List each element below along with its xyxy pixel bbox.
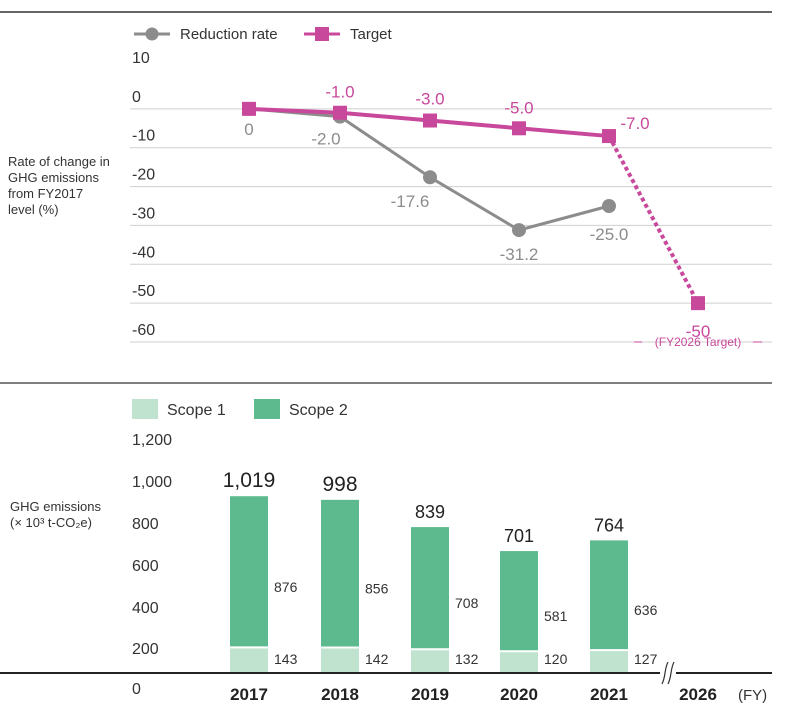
bar-scope2-segment bbox=[230, 496, 268, 648]
bar-scope2-segment bbox=[321, 499, 359, 648]
bar-total-label: 764 bbox=[594, 515, 624, 535]
bar-y-tick-label: 1,200 bbox=[132, 432, 172, 449]
bar-scope2-value-label: 708 bbox=[455, 595, 479, 611]
target-data-label: -1.0 bbox=[325, 83, 354, 102]
axis-break-mark bbox=[667, 661, 675, 685]
bar-y-tick-label: 600 bbox=[132, 558, 159, 575]
target-point bbox=[512, 121, 526, 136]
bar-x-tick-label: 2017 bbox=[230, 685, 268, 704]
line-y-tick-label: 10 bbox=[132, 50, 150, 67]
bar-x-tick-label: 2026 bbox=[679, 685, 717, 704]
reduction-rate-data-label: -25.0 bbox=[590, 225, 629, 244]
bar-chart-legend: Scope 1 Scope 2 bbox=[132, 399, 348, 419]
legend-target-marker bbox=[315, 27, 329, 41]
line-y-tick-label: -50 bbox=[132, 283, 155, 300]
bar-scope1-value-label: 127 bbox=[634, 651, 658, 667]
target-point bbox=[691, 296, 705, 311]
bar-total-label: 701 bbox=[504, 526, 534, 546]
bar-x-tick-label: 2018 bbox=[321, 685, 359, 704]
line-chart-legend: Reduction rate Target bbox=[134, 26, 393, 43]
reduction-rate-data-label: -17.6 bbox=[391, 192, 430, 211]
target-data-label: -50 bbox=[686, 322, 711, 341]
bar-y-axis-label: (× 10³ t-CO₂e) bbox=[10, 515, 92, 530]
bar-scope1-value-label: 132 bbox=[455, 651, 479, 667]
reduction-rate-point bbox=[512, 223, 526, 238]
bar-scope1-segment bbox=[321, 647, 359, 672]
bar-scope1-segment bbox=[590, 650, 628, 672]
bar-y-axis-label: GHG emissions bbox=[10, 499, 102, 514]
bar-scope1-value-label: 120 bbox=[544, 651, 568, 667]
bar-chart-bars bbox=[230, 496, 628, 672]
bar-y-tick-label: 200 bbox=[132, 641, 159, 658]
target-point bbox=[602, 129, 616, 144]
bar-x-tick-label: 2019 bbox=[411, 685, 449, 704]
bar-chart-y-label: GHG emissions(× 10³ t-CO₂e) bbox=[10, 499, 102, 530]
bar-total-label: 998 bbox=[322, 473, 357, 496]
bar-total-label: 1,019 bbox=[223, 469, 276, 492]
legend-scope1-swatch bbox=[132, 399, 158, 419]
reduction-rate-data-label: 0 bbox=[244, 120, 253, 139]
line-y-axis-label: from FY2017 bbox=[8, 186, 83, 201]
bar-chart-y-ticks: 1,200 1,000 800 600 400 200 0 bbox=[132, 432, 172, 698]
legend-scope2-swatch bbox=[254, 399, 280, 419]
legend-target-label: Target bbox=[350, 26, 393, 43]
bar-x-tick-label: 2021 bbox=[590, 685, 628, 704]
legend-scope1-label: Scope 1 bbox=[167, 402, 226, 419]
line-chart-data-labels: 0 -2.0 -17.6 -31.2 -25.0 -1.0 -3.0 -5.0 -7.0 -50(… bbox=[244, 83, 762, 349]
reduction-rate-point bbox=[602, 199, 616, 213]
line-y-tick-label: -60 bbox=[132, 322, 155, 339]
axis-break-gap bbox=[660, 664, 676, 682]
bar-scope1-segment bbox=[500, 651, 538, 672]
bar-scope2-value-label: 581 bbox=[544, 608, 568, 624]
bar-total-label: 839 bbox=[415, 502, 445, 522]
legend-reduction-rate-marker bbox=[145, 27, 159, 41]
line-y-tick-label: -40 bbox=[132, 244, 155, 261]
bar-scope2-segment bbox=[411, 527, 449, 650]
line-chart-y-ticks: 10 0 -10 -20 -30 -40 -50 -60 bbox=[132, 50, 155, 339]
bar-scope1-value-label: 142 bbox=[365, 651, 389, 667]
bar-y-tick-label: 400 bbox=[132, 600, 159, 617]
bar-scope2-value-label: 636 bbox=[634, 602, 658, 618]
bar-y-tick-label: 1,000 bbox=[132, 474, 172, 491]
legend-reduction-rate-label: Reduction rate bbox=[180, 26, 278, 43]
line-y-axis-label: level (%) bbox=[8, 202, 59, 217]
line-y-axis-label: Rate of change in bbox=[8, 154, 110, 169]
legend-scope2-label: Scope 2 bbox=[289, 402, 348, 419]
fy2026-target-annotation: (FY2026 Target) bbox=[655, 335, 742, 349]
target-data-label: -7.0 bbox=[620, 114, 649, 133]
bar-scope2-value-label: 876 bbox=[274, 579, 298, 595]
bar-scope2-value-label: 856 bbox=[365, 581, 389, 597]
line-y-tick-label: -10 bbox=[132, 128, 155, 145]
bar-chart-x-axis: 2017 2018 2019 2020 2021 2026 (FY) bbox=[0, 661, 772, 704]
target-data-label: -3.0 bbox=[415, 90, 444, 109]
bar-scope2-segment bbox=[500, 551, 538, 652]
target-point bbox=[423, 113, 437, 128]
bar-scope1-segment bbox=[411, 649, 449, 672]
reduction-rate-point bbox=[423, 170, 437, 185]
target-point bbox=[242, 101, 256, 116]
bar-x-axis-unit: (FY) bbox=[738, 687, 767, 704]
target-data-label: -5.0 bbox=[504, 98, 533, 117]
bar-chart-data-labels: 876 143 1,019 856 142 998 708 132 839 581 120 701 63… bbox=[223, 469, 658, 667]
line-y-axis-label: GHG emissions bbox=[8, 170, 100, 185]
line-chart-series bbox=[242, 101, 705, 311]
axis-break-mark bbox=[661, 661, 669, 685]
target-line-projection bbox=[607, 135, 700, 305]
line-y-tick-label: -30 bbox=[132, 205, 155, 222]
bar-y-tick-label: 800 bbox=[132, 516, 159, 533]
bar-scope1-value-label: 143 bbox=[274, 651, 298, 667]
target-point bbox=[333, 105, 347, 120]
line-y-tick-label: -20 bbox=[132, 167, 155, 184]
bar-scope1-segment bbox=[230, 647, 268, 672]
reduction-rate-data-label: -31.2 bbox=[500, 245, 539, 264]
line-y-tick-label: 0 bbox=[132, 89, 141, 106]
bar-y-tick-label: 0 bbox=[132, 681, 141, 698]
bar-x-tick-label: 2020 bbox=[500, 685, 538, 704]
bar-scope2-segment bbox=[590, 540, 628, 651]
reduction-rate-data-label: -2.0 bbox=[311, 130, 340, 149]
line-chart-grid bbox=[130, 108, 772, 343]
